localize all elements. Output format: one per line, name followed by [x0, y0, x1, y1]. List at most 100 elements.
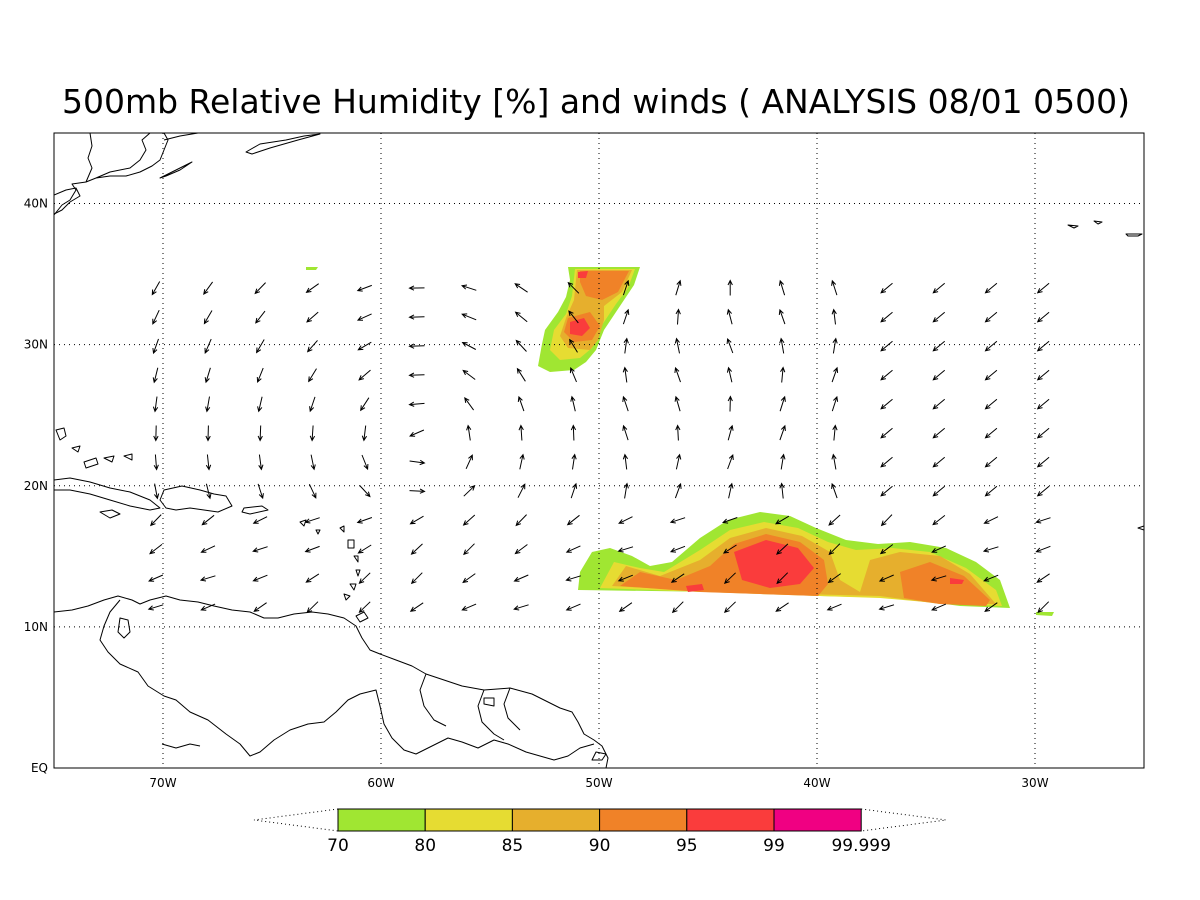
bahamas-coast [55, 427, 133, 469]
wind-arrow [252, 516, 268, 524]
colorbar-label: 99 [763, 836, 785, 856]
wind-arrow [726, 366, 733, 383]
wind-arrow [153, 454, 159, 471]
colorbar-segment [337, 808, 426, 832]
humidity-speck [1036, 612, 1054, 616]
wind-arrow [152, 396, 159, 413]
azores-island [1125, 233, 1143, 237]
wind-arrow [308, 368, 317, 383]
wind-arrow [514, 283, 528, 293]
grid-lines [54, 133, 1144, 768]
wind-arrow [622, 395, 629, 412]
cuba-coast [54, 477, 161, 511]
wind-arrow [409, 488, 426, 494]
wind-arrow [675, 424, 681, 441]
wind-arrow [983, 574, 999, 582]
amazon-mouth [591, 751, 607, 761]
wind-arrow [257, 483, 264, 500]
wind-arrow [984, 427, 998, 439]
wind-arrow [569, 367, 577, 383]
lesser-antilles [299, 519, 361, 601]
wind-arrow [674, 337, 680, 354]
wind-arrow [358, 369, 371, 381]
wind-arrow [462, 369, 476, 380]
wind-arrow [722, 544, 737, 554]
wind-arrow [517, 395, 525, 412]
wind-arrow [879, 544, 894, 555]
wind-arrow [513, 574, 529, 582]
wind-arrow [623, 337, 629, 354]
wind-arrow [358, 601, 371, 613]
wind-arrow [780, 453, 786, 470]
wind-arrow [778, 308, 786, 325]
wind-arrow [154, 483, 160, 500]
wind-arrow [205, 425, 211, 442]
wind-arrow [984, 398, 998, 410]
wind-arrow [932, 340, 946, 352]
wind-arrow [674, 366, 681, 383]
wind-arrow [932, 456, 946, 468]
wind-arrow [361, 425, 368, 442]
y-tick-label: 40N [24, 197, 48, 211]
wind-arrow [513, 604, 529, 611]
wind-arrow [199, 575, 216, 582]
wind-arrow [827, 573, 841, 584]
wind-arrow [409, 459, 426, 466]
wind-arrow [205, 454, 212, 471]
lake-maracaibo [117, 617, 131, 639]
wind-arrow [931, 603, 947, 611]
wind-arrow [306, 311, 319, 323]
wind-arrow [568, 310, 579, 324]
wind-arrow [1036, 282, 1050, 294]
wind-arrow [669, 517, 686, 524]
wind-arrow [462, 514, 476, 526]
wind-arrow [675, 279, 682, 296]
wind-arrow [932, 515, 946, 526]
colombia-border [161, 743, 201, 749]
wind-arrow [880, 427, 893, 439]
small-lake [483, 697, 495, 707]
wind-arrow [932, 398, 946, 410]
wind-arrow [255, 310, 266, 324]
wind-arrow [780, 366, 786, 383]
wind-arrow [723, 572, 736, 585]
wind-arrow [831, 395, 839, 412]
wind-arrow [515, 339, 527, 352]
wind-arrow [205, 396, 211, 413]
wind-arrow [147, 604, 164, 611]
wind-arrow [675, 453, 682, 470]
wind-arrow [518, 424, 524, 441]
wind-arrow [831, 279, 838, 296]
wind-arrow [622, 366, 628, 383]
wind-arrow [570, 482, 578, 499]
wind-arrow [670, 573, 685, 583]
wind-arrow [776, 543, 789, 555]
wind-arrow [1036, 340, 1050, 352]
wind-arrow [465, 454, 473, 470]
wind-arrow [880, 485, 893, 497]
wind-arrow [984, 340, 998, 352]
wind-arrow [253, 602, 267, 612]
wind-arrow [462, 573, 476, 584]
wind-arrow [1035, 517, 1051, 524]
wind-arrow [622, 308, 630, 325]
wind-arrow [359, 485, 371, 498]
wind-arrow [466, 424, 472, 441]
wind-arrow [618, 602, 633, 612]
azores-island [1093, 220, 1103, 225]
x-tick-label: 50W [585, 776, 612, 790]
wind-arrow [880, 514, 893, 527]
wind-arrow [727, 395, 733, 412]
wind-arrow [566, 514, 580, 526]
colorbar-segment [424, 808, 513, 832]
wind-arrow [203, 310, 213, 325]
wind-arrow [775, 515, 790, 525]
colorbar-right-extension [861, 808, 947, 832]
wind-arrow [257, 425, 263, 442]
guyana-border [419, 673, 521, 741]
colorbar-segment [686, 808, 775, 832]
wind-arrow [565, 603, 581, 611]
wind-arrow [409, 515, 424, 525]
x-tick-label: 40W [803, 776, 830, 790]
